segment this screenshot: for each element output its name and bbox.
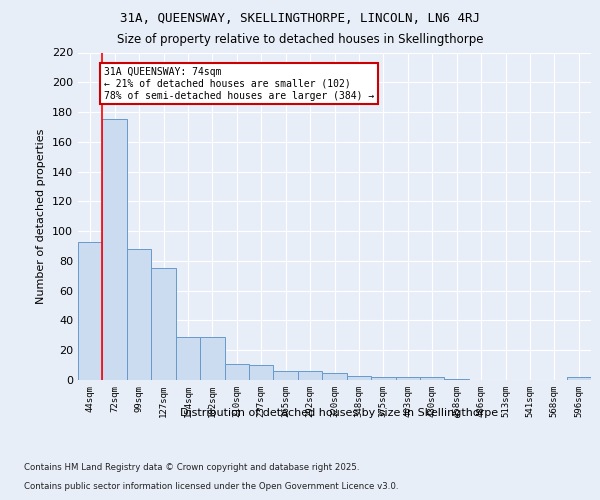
Text: Contains public sector information licensed under the Open Government Licence v3: Contains public sector information licen… (24, 482, 398, 491)
Text: Distribution of detached houses by size in Skellingthorpe: Distribution of detached houses by size … (180, 408, 498, 418)
Bar (151, 268, 176, 380)
Bar (371, 377, 395, 380)
Bar (78, 242, 103, 380)
Bar (445, 378, 469, 380)
Text: Size of property relative to detached houses in Skellingthorpe: Size of property relative to detached ho… (117, 32, 483, 46)
Text: 31A QUEENSWAY: 74sqm
← 21% of detached houses are smaller (102)
78% of semi-deta: 31A QUEENSWAY: 74sqm ← 21% of detached h… (104, 68, 374, 100)
Y-axis label: Number of detached properties: Number of detached properties (37, 128, 46, 304)
Bar (127, 249, 151, 380)
Text: Contains HM Land Registry data © Crown copyright and database right 2025.: Contains HM Land Registry data © Crown c… (24, 464, 359, 472)
Bar (420, 377, 445, 380)
Bar (274, 371, 298, 380)
Bar (176, 337, 200, 380)
Bar (566, 377, 591, 380)
Bar (224, 364, 249, 380)
Text: 31A, QUEENSWAY, SKELLINGTHORPE, LINCOLN, LN6 4RJ: 31A, QUEENSWAY, SKELLINGTHORPE, LINCOLN,… (120, 12, 480, 26)
Bar (347, 376, 371, 380)
Bar (103, 120, 127, 380)
Bar (200, 337, 224, 380)
Bar (322, 372, 347, 380)
Bar (298, 371, 322, 380)
Bar (249, 365, 274, 380)
Bar (395, 377, 420, 380)
